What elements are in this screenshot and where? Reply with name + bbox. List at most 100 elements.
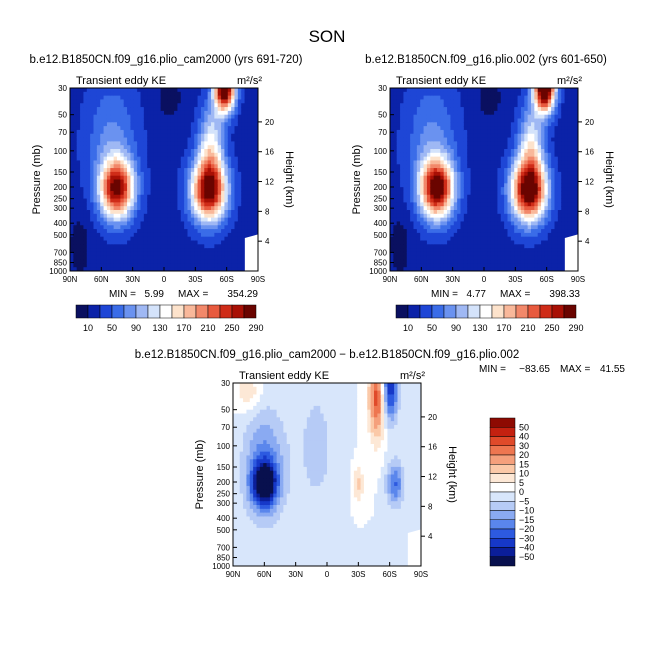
field-cell [244, 175, 249, 181]
field-cell [254, 133, 258, 139]
field-cell [490, 251, 495, 257]
field-cell [480, 168, 485, 173]
field-cell [514, 179, 519, 184]
field-cell [93, 88, 98, 93]
field-cell [237, 248, 242, 253]
field-cell [510, 267, 515, 271]
field-cell [460, 171, 465, 177]
field-cell [177, 198, 182, 203]
field-cell [227, 255, 232, 261]
field-cell [93, 145, 98, 150]
field-cell [420, 210, 425, 215]
field-cell [517, 240, 522, 245]
field-cell [450, 129, 455, 135]
field-cell [184, 152, 189, 158]
field-cell [527, 217, 532, 223]
field-cell [76, 229, 81, 234]
field-cell [110, 194, 115, 200]
field-cell [164, 259, 168, 264]
field-cell [150, 171, 155, 177]
field-cell [73, 202, 78, 207]
field-cell [120, 99, 125, 104]
colorbar-cell [231, 304, 245, 319]
field-cell [494, 194, 499, 200]
field-cell [103, 164, 108, 169]
field-cell [534, 210, 539, 215]
field-cell [497, 122, 502, 127]
field-cell [457, 198, 462, 203]
field-cell [500, 206, 505, 211]
field-cell [207, 156, 212, 162]
field-cell [467, 91, 472, 97]
field-cell [430, 141, 435, 146]
field-cell [420, 221, 425, 226]
field-cell [140, 190, 145, 196]
field-cell [531, 110, 535, 116]
field-cell [80, 190, 85, 196]
field-cell [527, 244, 532, 249]
field-cell [180, 263, 185, 268]
pressure-tick-label: 400 [54, 219, 68, 228]
field-cell [400, 133, 405, 139]
field-cell [160, 110, 165, 116]
field-cell [517, 179, 522, 184]
field-cell [80, 217, 85, 223]
field-cell [194, 248, 199, 253]
field-cell [440, 225, 445, 230]
field-cell [117, 137, 121, 142]
field-cell [541, 183, 546, 188]
field-cell [86, 88, 91, 93]
field-cell [133, 122, 138, 127]
pressure-tick-label: 70 [58, 128, 67, 137]
colorbar-cell [183, 304, 197, 319]
field-cell [133, 183, 138, 188]
field-cell [167, 194, 172, 200]
field-cell [524, 221, 529, 226]
field-cell [251, 126, 256, 131]
field-cell [123, 152, 128, 158]
field-cell [207, 255, 212, 261]
field-cell [140, 248, 145, 253]
field-cell [93, 99, 98, 104]
field-cell [177, 229, 182, 234]
field-cell [490, 175, 495, 181]
field-cell [403, 210, 408, 215]
field-cell [70, 164, 74, 169]
field-cell [254, 187, 258, 192]
field-cell [80, 133, 85, 139]
field-cell [127, 175, 132, 181]
field-cell [117, 213, 121, 219]
field-cell [413, 95, 418, 101]
field-cell [504, 110, 509, 116]
field-cell [527, 248, 532, 253]
field-cell [437, 206, 441, 211]
field-cell [433, 145, 438, 150]
field-cell [167, 118, 172, 123]
field-cell [484, 118, 488, 123]
field-cell [524, 229, 529, 234]
field-cell [190, 168, 195, 173]
field-cell [457, 213, 462, 219]
field-cell [541, 91, 546, 97]
field-cell [494, 110, 499, 116]
field-cell [420, 129, 425, 135]
field-cell [147, 175, 152, 181]
field-cell [487, 232, 492, 238]
field-cell [487, 210, 492, 215]
field-cell [420, 198, 425, 203]
field-cell [221, 164, 226, 169]
field-cell [497, 236, 502, 242]
field-cell [160, 229, 165, 234]
field-cell [531, 118, 535, 123]
field-cell [413, 248, 418, 253]
field-cell [80, 198, 85, 203]
field-cell [130, 232, 135, 238]
field-cell [400, 122, 405, 127]
field-cell [400, 187, 405, 192]
field-cell [127, 263, 132, 268]
field-cell [76, 187, 81, 192]
field-cell [423, 267, 428, 271]
field-cell [221, 198, 226, 203]
field-cell [184, 263, 189, 268]
field-cell [484, 251, 488, 257]
